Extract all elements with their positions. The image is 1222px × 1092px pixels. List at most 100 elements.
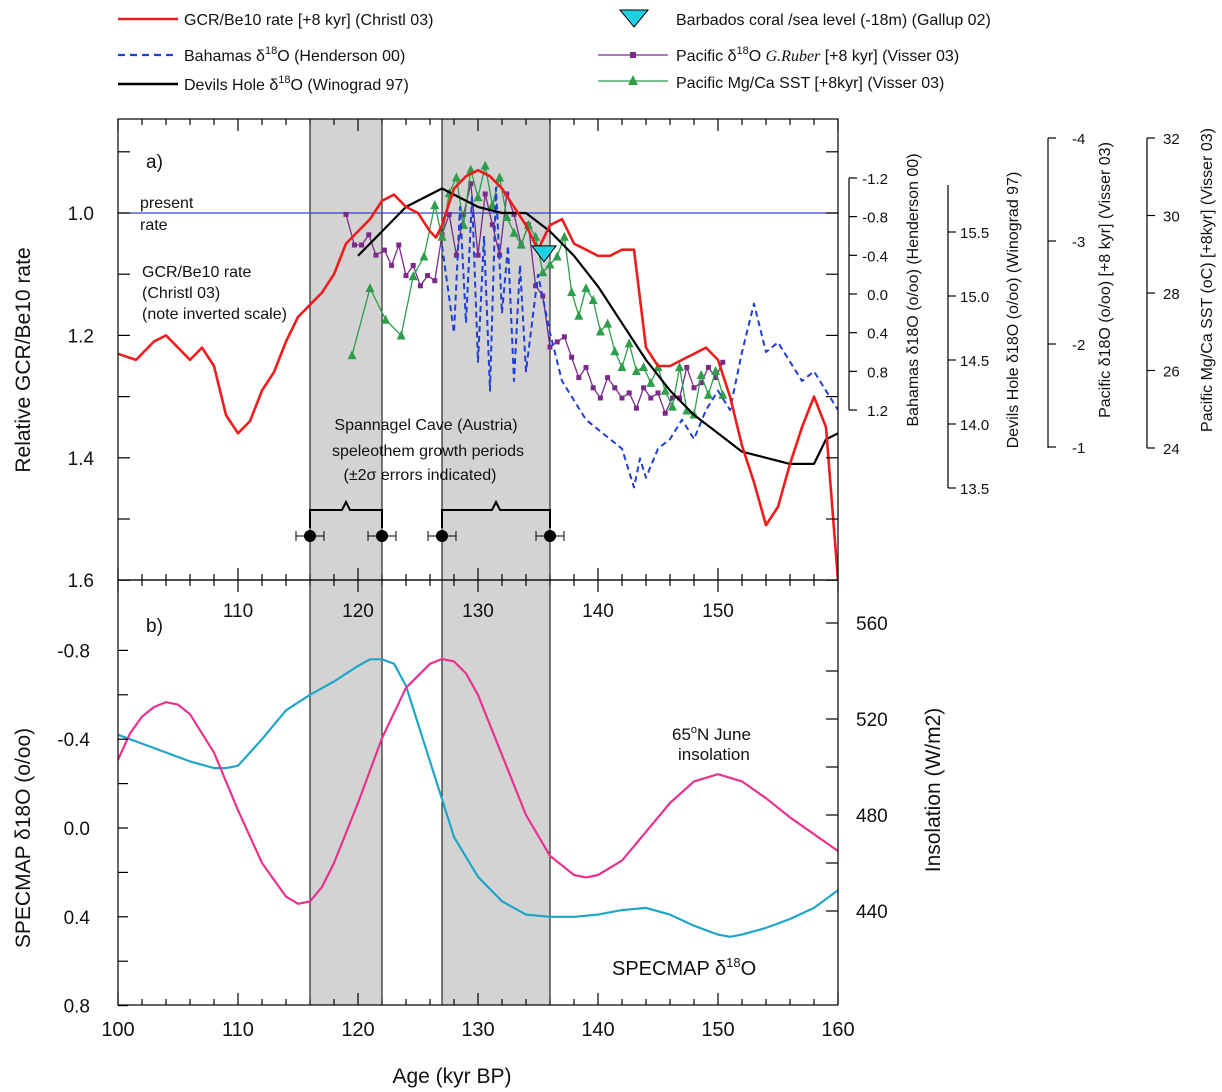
pacific-mgca-point	[617, 362, 627, 372]
x-tick-label-top: 110	[223, 601, 253, 622]
pacific-mgca-point	[660, 385, 670, 395]
pacific-mgca-point	[581, 283, 591, 293]
gcr-tick-label: 1.4	[68, 449, 95, 470]
bahamas-axis-title: Bahamas δ18O (o/oo) (Henderson 00)	[905, 153, 922, 426]
x-tick-label: 110	[222, 1019, 254, 1041]
pacific-mgca-point	[646, 377, 656, 387]
pacific-d18o-tick-label: -1	[1072, 440, 1085, 457]
pacific-d18o-point	[648, 395, 654, 401]
spannagel-bracket	[441, 499, 551, 528]
bahamas-tick-label: -0.8	[862, 210, 888, 227]
panel-a-label: a)	[146, 152, 163, 173]
spannagel-growth-markers	[295, 499, 565, 542]
pacific-d18o-point	[432, 278, 438, 284]
spannagel-date-point	[544, 530, 556, 542]
devils-tick-label: 14.0	[960, 417, 989, 434]
pacific-mgca-point	[552, 251, 562, 261]
pacific-d18o-tick-label: -2	[1072, 337, 1085, 354]
insolation-note-1: 65oN June	[672, 724, 751, 744]
speleothem-growth-shading	[309, 118, 551, 1006]
legend-bahamas-label: Bahamas δ18O (Henderson 00)	[184, 45, 405, 65]
x-tick-label-top: 120	[342, 601, 374, 622]
pacific-d18o-point	[619, 395, 625, 401]
panel-b-right-axis-title: Insolation (W/m2)	[922, 708, 945, 873]
pacific-d18o-point	[669, 395, 675, 401]
insolation-tick-label: 440	[856, 902, 888, 923]
pacific-d18o-point	[698, 380, 704, 386]
specmap-tick-label: 0.8	[64, 997, 90, 1018]
pacific-d18o-point	[396, 242, 402, 248]
panel-b-series	[118, 657, 838, 938]
specmap-tick-label: -0.4	[57, 730, 90, 751]
pacific-d18o-point	[720, 359, 726, 365]
pacific-mgca-point	[603, 318, 613, 328]
spannagel-note-1: Spannagel Cave (Austria)	[334, 417, 517, 434]
x-axis-title: Age (kyr BP)	[392, 1065, 511, 1088]
specmap-tick-label: 0.0	[64, 819, 90, 840]
pacific-d18o-tick-label: -4	[1072, 131, 1085, 148]
pacific-d18o-point	[554, 339, 560, 345]
legend-barbados-swatch	[618, 9, 650, 28]
pacific-sst-tick-label: 26	[1163, 364, 1180, 381]
pacific-mgca-point	[419, 251, 429, 261]
pacific-d18o-point	[446, 211, 452, 217]
pacific-mgca-point	[516, 239, 526, 249]
devils-hole-line	[357, 187, 838, 465]
devils-tick-label: 13.5	[960, 481, 989, 498]
pacific-d18o-point	[583, 364, 589, 370]
insolation-tick-label: 560	[856, 614, 888, 635]
pacific-d18o-point	[561, 334, 567, 340]
pacific-d18o-point	[359, 242, 365, 248]
pacific-mgca-point	[480, 160, 490, 170]
bahamas-tick-label: 0.0	[867, 287, 888, 304]
pacific-mgca-point	[610, 346, 620, 356]
pacific-mgca-point	[545, 259, 555, 269]
shaded-period-1	[309, 118, 383, 1006]
pacific-mgca-point	[675, 362, 685, 372]
gcr-tick-label: 1.6	[68, 571, 94, 592]
pacific-mgca-point	[718, 389, 728, 399]
pacific-d18o-point	[489, 222, 495, 228]
legend-pacific-d18o-marker	[630, 52, 636, 58]
pacific-mgca-point	[381, 314, 391, 324]
bahamas-tick-label: 1.2	[867, 403, 888, 420]
pacific-mgca-point	[495, 172, 505, 182]
pacific-mgca-point	[696, 370, 706, 379]
pacific-mgca-point	[595, 326, 605, 336]
pacific-d18o-point	[677, 395, 683, 401]
x-tick-label: 140	[581, 1019, 614, 1041]
pacific-d18o-point	[403, 273, 409, 279]
panel-b-label: b)	[146, 616, 163, 637]
pacific-d18o-point	[461, 211, 467, 217]
pacific-d18o-point	[547, 344, 553, 350]
gcr-tick-label: 1.0	[68, 204, 94, 225]
pacific-d18o-point	[511, 211, 517, 217]
pacific-d18o-point	[453, 252, 459, 258]
specmap-tick-label: -0.8	[57, 641, 90, 662]
pacific-d18o-point	[633, 405, 639, 411]
pacific-mgca-point	[567, 287, 577, 297]
pacific-d18o-point	[705, 364, 711, 370]
axis-ticks	[117, 119, 1155, 1007]
bahamas-tick-label: -0.4	[862, 248, 888, 265]
pacific-sst-tick-label: 24	[1163, 441, 1180, 458]
gcr-note-1: GCR/Be10 rate	[142, 264, 251, 281]
spannagel-date-point	[304, 530, 316, 542]
pacific-d18o-point	[569, 354, 575, 360]
pacific-d18o-point	[597, 395, 603, 401]
pacific-d18o-tick-label: -3	[1072, 234, 1085, 251]
x-tick-label-top: 140	[582, 601, 614, 622]
pacific-mgca-point	[347, 350, 357, 360]
pacific-sst-axis-title: Pacific Mg/Ca SST (oC) [+8kyr] (Visser 0…	[1199, 128, 1216, 432]
devils-tick-label: 15.5	[960, 225, 989, 242]
pacific-d18o-point	[612, 385, 618, 391]
pacific-mgca-point	[574, 310, 584, 320]
spannagel-note-2: speleothem growth periods	[332, 443, 524, 460]
pacific-d18o-point	[475, 252, 481, 258]
devils-axis-title: Devils Hole δ18O (o/oo) (Winograd 97)	[1005, 172, 1022, 449]
pacific-d18o-point	[605, 375, 611, 381]
x-tick-label: 160	[821, 1019, 854, 1041]
pacific-sst-tick-label: 28	[1163, 286, 1180, 303]
legend-barbados-label: Barbados coral /sea level (-18m) (Gallup…	[676, 12, 991, 29]
x-tick-label-top: 130	[462, 601, 494, 622]
